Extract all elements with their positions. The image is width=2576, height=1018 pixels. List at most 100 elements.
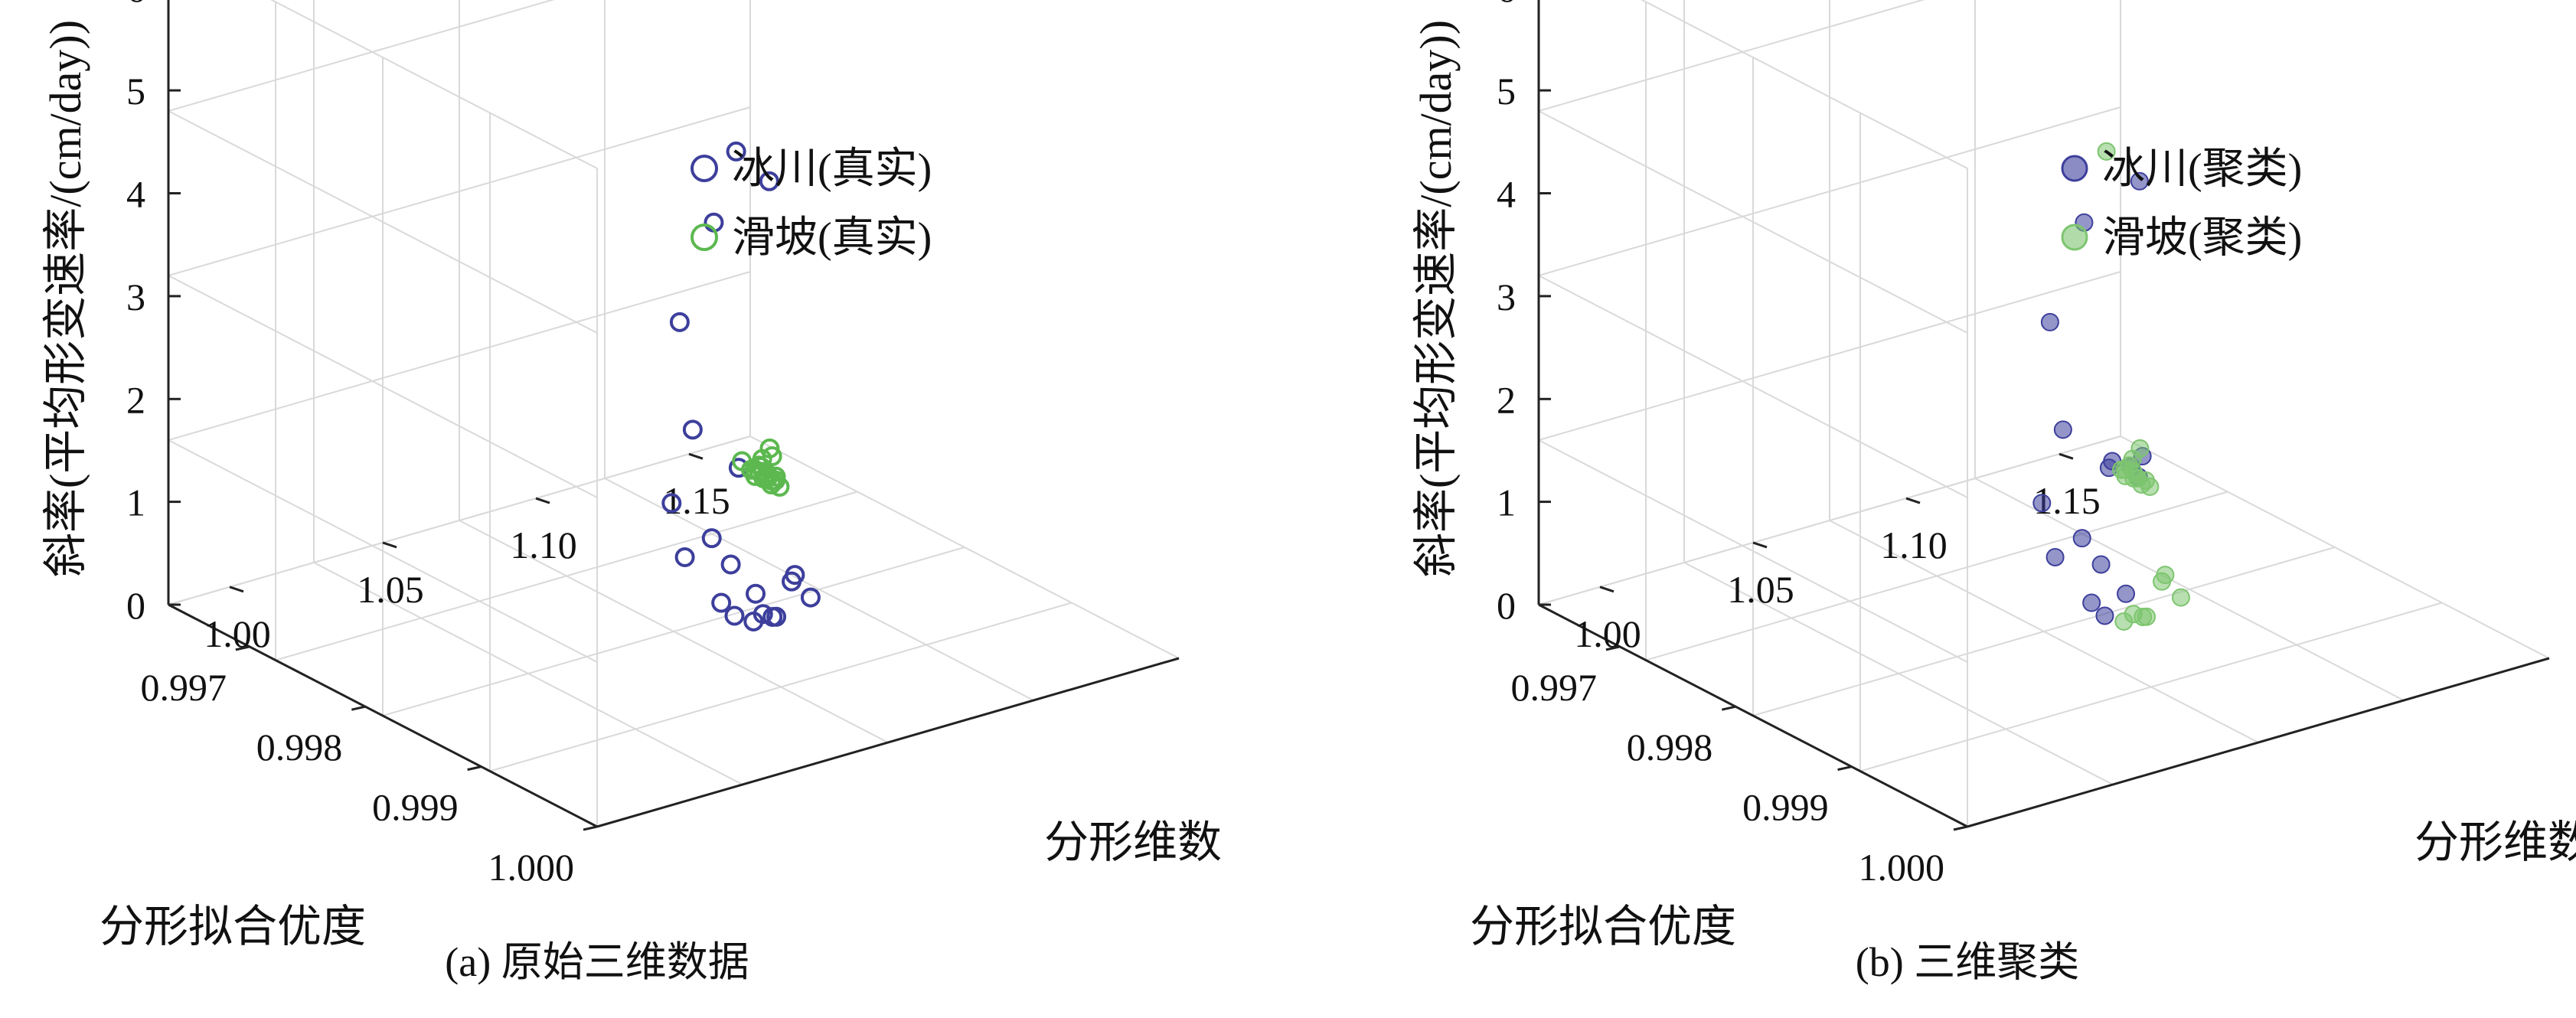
data-point (2091, 555, 2111, 574)
grid (168, 0, 1180, 827)
grid-line (749, 436, 1180, 659)
data-point (720, 554, 741, 575)
data-point (2156, 566, 2175, 585)
x-tick-label: 1.05 (357, 568, 424, 611)
data-point (766, 606, 787, 627)
y-tick (1605, 645, 1621, 651)
y-tick (583, 825, 598, 831)
data-point (800, 587, 821, 608)
data-point (661, 493, 682, 514)
data-point (669, 312, 690, 332)
y-tick (1837, 765, 1852, 772)
x-tick (688, 452, 704, 460)
x-tick-label: 1.00 (204, 612, 271, 655)
x-tick-label: 1.10 (1880, 524, 1948, 566)
grid-line (604, 478, 1034, 701)
grid-line (1538, 436, 2121, 605)
x-tick (382, 541, 397, 549)
legend-marker (691, 155, 718, 182)
y-tick-label: 0.998 (1627, 726, 1713, 768)
y-axis-line (168, 603, 598, 828)
y-tick-label: 0.999 (1742, 786, 1829, 829)
y-tick (1721, 705, 1736, 711)
data-point (753, 604, 773, 625)
data-point (2040, 312, 2059, 331)
panel-b: 1.001.051.101.151.0000.9990.9980.9970123… (1411, 0, 2576, 985)
data-point (2171, 588, 2190, 607)
series-1 (732, 438, 790, 497)
data-point (701, 528, 722, 549)
grid-line (168, 436, 751, 605)
legend-label: 滑坡(聚类) (2102, 214, 2302, 262)
data-point (759, 171, 779, 191)
panel-caption: (b) 三维聚类 (1856, 939, 2079, 985)
data-point (2072, 529, 2091, 548)
y-axis-line (1538, 603, 1968, 828)
data-point (2082, 593, 2101, 612)
z-tick-label: 1 (126, 481, 145, 524)
x-tick (1599, 586, 1614, 593)
y-tick (467, 765, 482, 772)
y-axis-title: 分形拟合优度 (100, 902, 366, 951)
z-tick-label: 2 (1497, 378, 1516, 421)
x-tick-label: 1.05 (1727, 568, 1794, 611)
panel-a: 1.00 1.05 1.10 1.15 1.000 0.999 0.998 0.997 0 1 2 3… (41, 0, 1222, 985)
x-axis-title: 分形维数 (2414, 817, 2576, 867)
z-tick-label: 5 (126, 70, 145, 113)
legend-marker (2061, 155, 2088, 182)
x-axis-title: 分形维数 (1044, 817, 1222, 867)
data-point (2053, 420, 2072, 439)
data-point (2045, 547, 2065, 566)
x-tick-label: 1.00 (1574, 612, 1641, 655)
data-point (2117, 584, 2136, 603)
x-axis-line (1967, 657, 2550, 828)
data-point (759, 438, 780, 458)
z-tick-label: 4 (1497, 173, 1516, 216)
data-point (746, 583, 766, 604)
y-tick-label: 0.997 (140, 666, 227, 709)
data-point (674, 547, 695, 567)
y-tick-label: 1.000 (1859, 846, 1945, 889)
x-tick (1752, 541, 1768, 549)
grid-line (382, 547, 965, 716)
data-point (2095, 606, 2114, 625)
z-tick-label: 4 (126, 173, 145, 216)
series-0 (661, 141, 821, 631)
z-axis-title: 斜率(平均形变速率/(cm/day)) (1411, 20, 1461, 577)
z-tick-label: 5 (1497, 70, 1516, 113)
data-point (2130, 439, 2150, 458)
grid-line (2120, 436, 2550, 659)
data-point (785, 565, 805, 586)
z-tick-label: 0 (126, 584, 145, 627)
grid-line (1645, 491, 2228, 661)
legend-label: 滑坡(真实) (732, 214, 932, 262)
data-point (2137, 607, 2156, 626)
y-tick-label: 0.997 (1510, 666, 1597, 709)
x-tick (2059, 452, 2074, 460)
y-tick (351, 705, 366, 711)
z-tick-label: 1 (1497, 481, 1516, 524)
z-tick-label: 0 (1497, 584, 1516, 627)
y-tick-label: 0.998 (256, 726, 343, 768)
x-tick (229, 586, 244, 593)
data-point (2097, 142, 2116, 161)
y-tick (235, 645, 250, 651)
z-tick-label: 2 (126, 378, 145, 421)
grid-line (1974, 478, 2405, 701)
data-point (711, 592, 732, 613)
data-point (682, 419, 703, 440)
panel-caption: (a) 原始三维数据 (445, 939, 749, 985)
grid-line (275, 491, 858, 661)
z-tick-label: 6 (126, 0, 145, 10)
legend-marker (2061, 224, 2088, 251)
z-tick-label: 6 (1497, 0, 1516, 10)
y-tick (1953, 825, 1968, 831)
data-point (726, 141, 746, 162)
y-tick-label: 0.999 (372, 786, 459, 829)
series-1 (2097, 142, 2190, 631)
z-axis-title: 斜率(平均形变速率/(cm/day)) (41, 20, 90, 577)
data-point (2112, 460, 2131, 479)
legend-label: 冰川(真实) (732, 145, 932, 193)
legend-label: 冰川(聚类) (2102, 145, 2302, 193)
